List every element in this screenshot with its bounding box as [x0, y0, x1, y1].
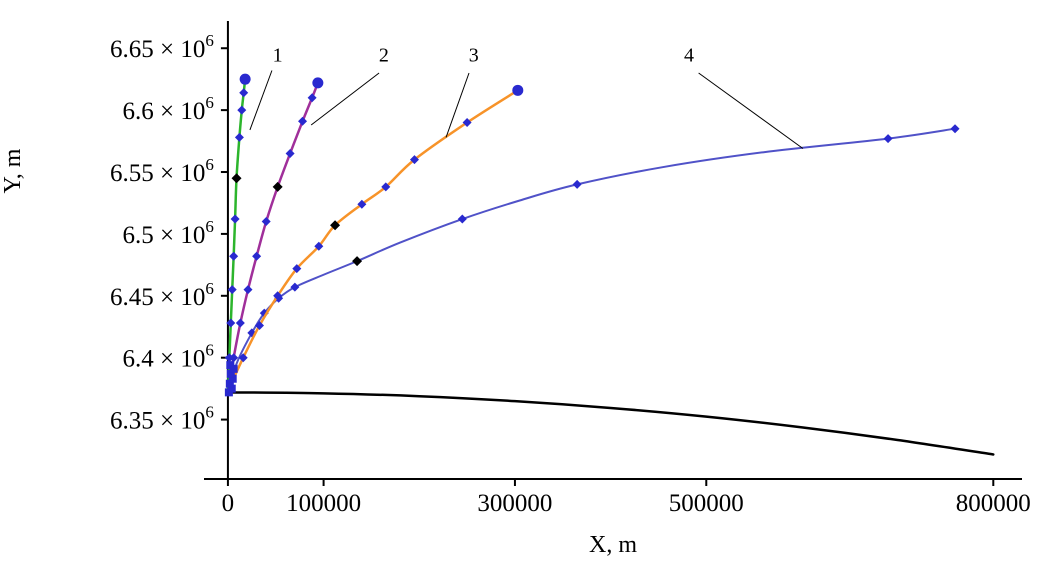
data-point-marker	[254, 321, 264, 331]
start-point-cluster	[224, 361, 238, 397]
curve-callout-4: 4	[684, 44, 804, 149]
data-point-marker	[409, 155, 419, 165]
data-point-marker	[239, 88, 249, 98]
series-3-line	[226, 89, 520, 393]
start-point-marker	[225, 379, 234, 388]
data-point-marker	[950, 124, 960, 134]
series-surface-line	[226, 391, 995, 456]
series-1-end-dot	[239, 73, 251, 85]
y-tick-label: 6.45 × 106	[110, 279, 214, 311]
data-point-marker	[235, 318, 245, 328]
x-tick-label: 100000	[286, 490, 361, 517]
data-point-marker	[227, 285, 237, 295]
y-tick-label: 6.35 × 106	[110, 403, 214, 435]
curve-label: 2	[379, 44, 389, 66]
black-diamond-marker	[352, 256, 363, 267]
series-3-end-dot	[512, 84, 524, 96]
data-point-marker	[307, 93, 317, 103]
curve-callout-1: 1	[249, 44, 283, 131]
series-4	[226, 124, 960, 393]
series-2	[226, 77, 324, 393]
data-point-marker	[883, 134, 893, 144]
data-point-marker	[290, 282, 300, 292]
curve-callout-3: 3	[445, 44, 479, 138]
data-point-marker	[229, 251, 239, 261]
tick-marks-and-labels: 0 100000 300000 500000 800000 6.35 × 106 6.4 ×…	[110, 31, 1031, 517]
data-point-marker	[572, 179, 582, 189]
data-point-marker	[237, 105, 247, 115]
start-point-marker	[228, 374, 237, 383]
data-point-marker	[230, 214, 240, 224]
data-point-marker	[381, 182, 391, 192]
start-point-marker	[226, 361, 235, 370]
series-2-line	[226, 81, 320, 393]
leader-line	[249, 70, 273, 131]
data-point-marker	[273, 291, 283, 301]
black-diamond-marker	[272, 181, 283, 192]
data-point-marker	[226, 318, 236, 328]
curve-callout-2: 2	[310, 44, 389, 126]
y-tick-label: 6.65 × 106	[110, 31, 214, 63]
series-3	[226, 84, 524, 393]
y-axis-title: Y, m	[0, 148, 26, 194]
data-point-marker	[234, 132, 244, 142]
black-diamond-marker	[231, 173, 242, 184]
data-point-marker	[314, 241, 324, 251]
curve-label: 4	[684, 44, 694, 66]
start-point-marker	[226, 369, 235, 378]
data-point-marker	[298, 116, 308, 126]
leader-line	[445, 72, 470, 138]
start-point-marker	[227, 384, 236, 393]
leader-line	[698, 72, 804, 149]
axes	[204, 21, 1022, 480]
data-point-marker	[292, 264, 302, 274]
data-point-marker	[462, 118, 472, 128]
data-point-marker	[457, 214, 467, 224]
data-point-marker	[238, 353, 248, 363]
data-point-marker	[243, 285, 253, 295]
leader-line	[310, 72, 380, 126]
data-point-marker	[285, 148, 295, 158]
curve-label: 1	[273, 44, 283, 66]
data-point-marker	[224, 353, 234, 363]
y-tick-label: 6.4 × 106	[123, 341, 214, 373]
y-tick-label: 6.55 × 106	[110, 155, 214, 187]
x-axis-title: X, m	[589, 532, 637, 558]
series-1	[224, 73, 251, 393]
curve-label: 3	[469, 44, 479, 66]
data-point-marker	[357, 199, 367, 209]
x-tick-label: 300000	[477, 490, 552, 517]
data-point-marker	[252, 251, 262, 261]
black-diamond-marker	[330, 220, 341, 231]
y-tick-label: 6.6 × 106	[123, 93, 214, 125]
y-tick-label: 6.5 × 106	[123, 217, 214, 249]
data-point-marker	[261, 217, 271, 227]
series-surface	[226, 391, 995, 456]
x-tick-label: 500000	[669, 490, 744, 517]
series-2-end-dot	[312, 77, 324, 89]
x-tick-label: 800000	[956, 490, 1031, 517]
series-4-line	[226, 127, 957, 393]
x-tick-label: 0	[222, 490, 235, 517]
